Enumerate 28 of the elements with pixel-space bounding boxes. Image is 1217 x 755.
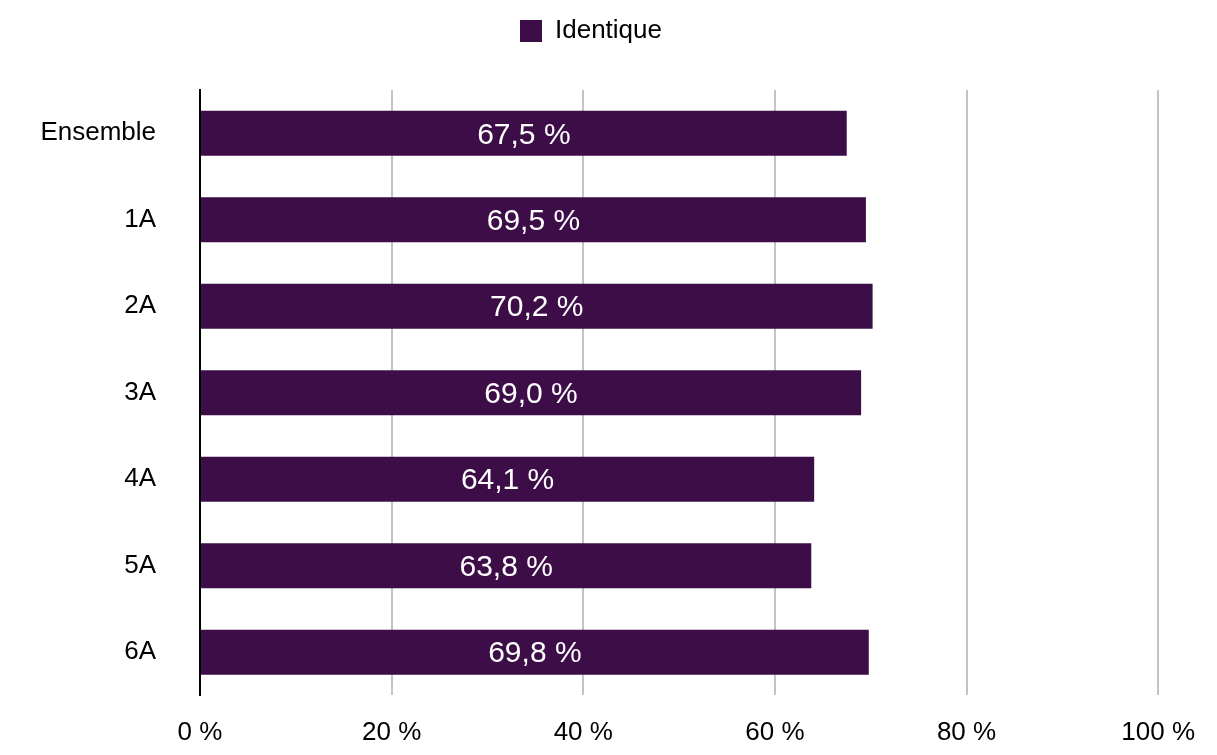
x-tick-label: 80 % [936,716,997,747]
bar [201,370,862,416]
x-tick-label: 40 % [553,716,613,747]
bar [201,456,815,502]
bar [201,543,812,589]
data-label: 69,5 % [486,202,581,236]
y-tick-label: 2A [124,289,157,320]
x-tick-label: 20 % [362,716,422,747]
data-label: 69,8 % [488,635,582,669]
y-tick-label: 6A [124,635,157,666]
bar [201,629,869,675]
bar [201,283,873,329]
data-label: 63,8 % [459,548,553,582]
legend-label: Identique [555,14,662,45]
data-label: 67,5 % [477,116,571,150]
y-tick-label: 4A [124,462,157,493]
y-tick-label: 1A [124,202,157,233]
x-tick-label: 0 % [177,716,223,747]
x-tick-label: 100 % [1121,716,1196,747]
x-tick-label: 60 % [745,716,805,747]
bar [201,197,866,243]
y-tick-label: 5A [124,548,157,579]
bar [201,110,847,156]
y-tick-label: 3A [124,375,157,406]
data-label: 70,2 % [490,289,584,323]
data-label: 64,1 % [460,462,555,496]
y-tick-label: Ensemble [40,116,156,147]
data-label: 69,0 % [484,375,578,409]
